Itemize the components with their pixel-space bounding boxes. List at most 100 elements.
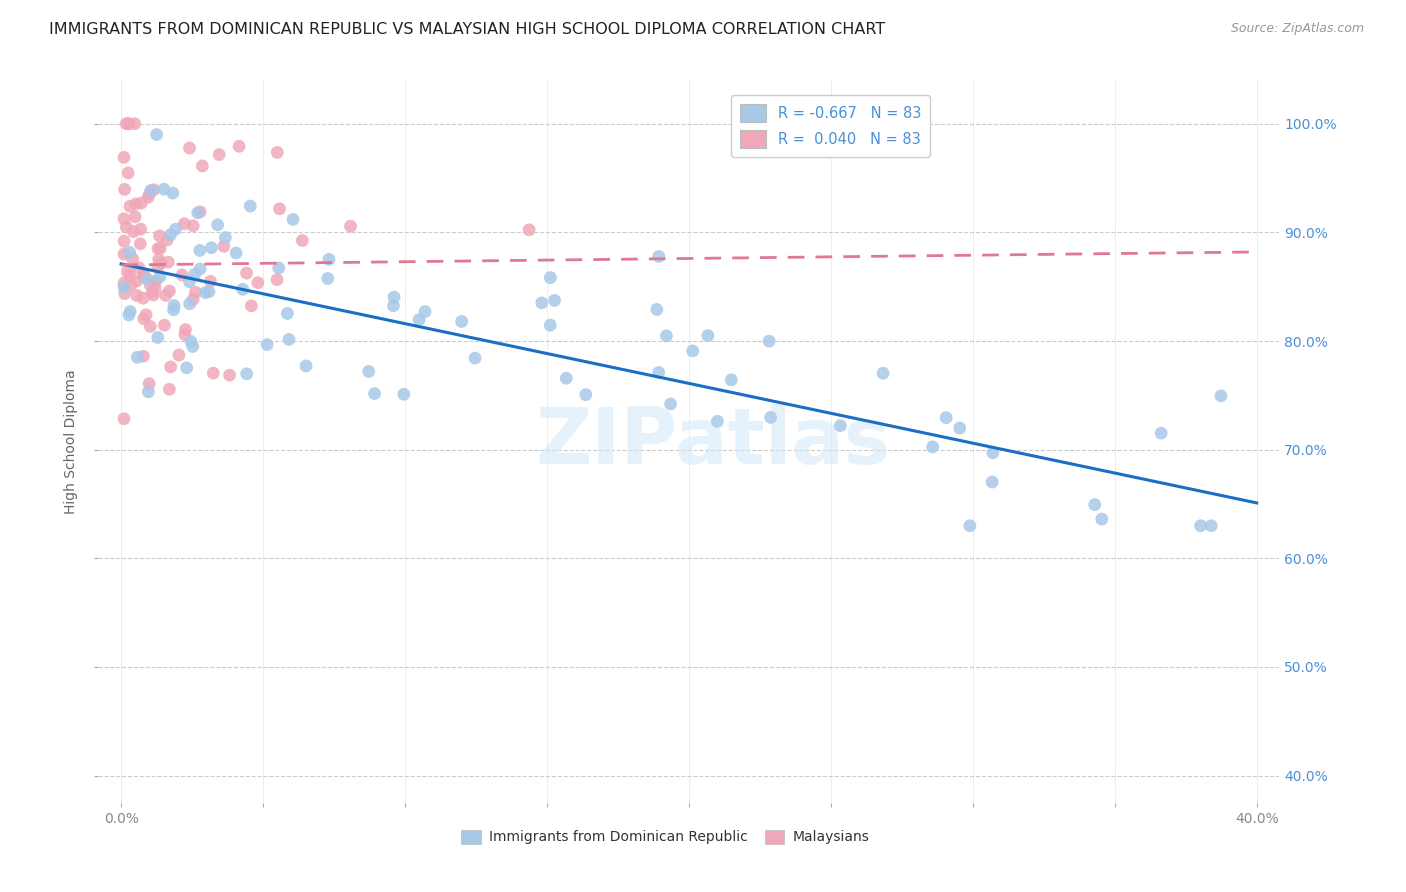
Point	[758, 334, 780, 348]
Point	[188, 244, 211, 258]
Point	[136, 272, 159, 286]
Point	[155, 288, 177, 302]
Point	[143, 281, 166, 295]
Point	[266, 273, 288, 287]
Point	[408, 312, 430, 326]
Point	[696, 328, 718, 343]
Point	[207, 218, 229, 232]
Point	[120, 278, 142, 293]
Point	[139, 183, 162, 197]
Point	[648, 250, 671, 264]
Point	[157, 382, 180, 396]
Point	[232, 282, 254, 296]
Point	[228, 139, 250, 153]
Point	[363, 386, 385, 401]
Point	[148, 228, 170, 243]
Point	[648, 366, 671, 380]
Legend: Immigrants from Dominican Republic, Malaysians: Immigrants from Dominican Republic, Mala…	[456, 824, 875, 850]
Point	[153, 318, 176, 333]
Point	[179, 275, 201, 289]
Point	[194, 285, 217, 300]
Point	[145, 274, 167, 288]
Point	[382, 290, 405, 304]
Point	[163, 299, 186, 313]
Point	[759, 410, 782, 425]
Point	[118, 199, 141, 213]
Point	[184, 267, 207, 281]
Point	[187, 206, 209, 220]
Point	[198, 285, 221, 299]
Point	[392, 387, 415, 401]
Point	[122, 225, 145, 239]
Point	[1084, 498, 1107, 512]
Point	[295, 359, 318, 373]
Point	[163, 302, 186, 317]
Point	[138, 384, 160, 399]
Point	[138, 376, 160, 391]
Point	[181, 339, 204, 353]
Point	[538, 318, 561, 332]
Point	[118, 245, 141, 260]
Point	[150, 256, 173, 270]
Point	[118, 268, 141, 282]
Point	[517, 223, 540, 237]
Point	[146, 330, 169, 344]
Point	[1150, 426, 1173, 441]
Point	[115, 220, 138, 235]
Point	[720, 373, 742, 387]
Point	[159, 227, 181, 242]
Point	[136, 190, 159, 204]
Point	[188, 262, 211, 277]
Point	[157, 255, 180, 269]
Point	[706, 414, 728, 428]
Point	[159, 359, 181, 374]
Point	[139, 319, 162, 334]
Point	[413, 304, 436, 318]
Point	[318, 252, 340, 267]
Point	[1091, 512, 1114, 526]
Point	[115, 117, 138, 131]
Point	[530, 296, 553, 310]
Point	[575, 387, 598, 401]
Point	[921, 440, 943, 454]
Point	[129, 222, 152, 236]
Point	[132, 349, 155, 363]
Point	[179, 141, 201, 155]
Point	[959, 518, 981, 533]
Point	[156, 233, 179, 247]
Point	[117, 166, 139, 180]
Point	[538, 270, 561, 285]
Point	[1209, 389, 1232, 403]
Point	[872, 366, 894, 380]
Point	[935, 410, 957, 425]
Point	[212, 239, 235, 253]
Point	[382, 299, 405, 313]
Point	[235, 367, 257, 381]
Point	[167, 348, 190, 362]
Point	[117, 117, 139, 131]
Point	[165, 222, 187, 236]
Point	[450, 314, 472, 328]
Point	[239, 199, 262, 213]
Point	[129, 196, 152, 211]
Point	[125, 274, 148, 288]
Point	[112, 234, 135, 248]
Point	[276, 306, 298, 320]
Point	[112, 276, 135, 290]
Text: Source: ZipAtlas.com: Source: ZipAtlas.com	[1230, 22, 1364, 36]
Point	[357, 364, 380, 378]
Point	[278, 333, 301, 347]
Point	[149, 269, 172, 284]
Point	[132, 291, 155, 305]
Point	[645, 302, 668, 317]
Point	[981, 446, 1004, 460]
Point	[141, 285, 163, 300]
Point	[114, 286, 136, 301]
Point	[114, 182, 136, 196]
Point	[125, 197, 148, 211]
Point	[316, 271, 339, 285]
Point	[145, 128, 167, 142]
Y-axis label: High School Diploma: High School Diploma	[65, 369, 79, 514]
Point	[112, 280, 135, 294]
Point	[281, 212, 304, 227]
